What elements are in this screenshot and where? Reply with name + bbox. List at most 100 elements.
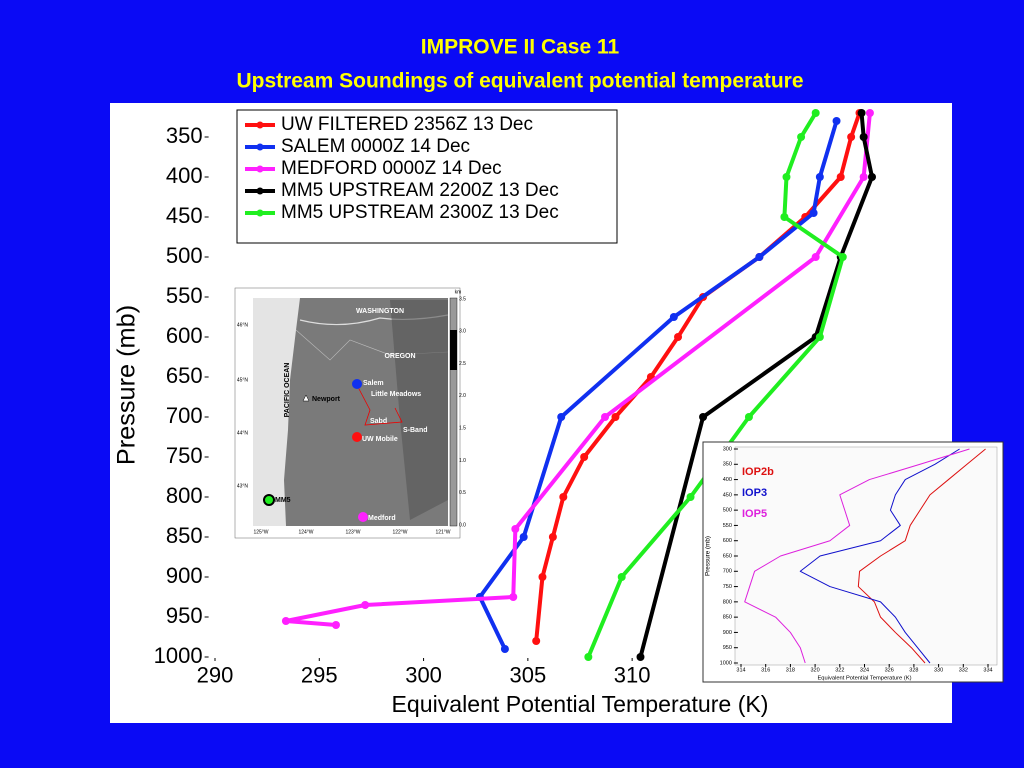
series-marker (838, 253, 847, 261)
x-tick-label: 324 (860, 668, 869, 674)
series-marker (584, 653, 593, 661)
lon-label: 123°W (345, 529, 360, 535)
legend-label: IOP2b (742, 466, 774, 478)
site-marker (358, 512, 368, 522)
x-tick-label: 316 (761, 668, 770, 674)
x-tick-label: 300 (405, 662, 442, 687)
series-marker (611, 413, 620, 421)
site-label: Newport (312, 396, 341, 403)
y-axis-label: Pressure (mb) (705, 536, 712, 576)
series-marker (686, 493, 695, 501)
x-tick-label: 318 (786, 668, 795, 674)
site-label: Sabd (370, 418, 387, 425)
colorbar-label: 0.0 (459, 522, 466, 528)
series-marker (809, 209, 818, 217)
x-axis-label: Equivalent Potential Temperature (K) (817, 676, 911, 682)
series-marker (782, 173, 791, 181)
legend-label: SALEM 0000Z 14 Dec (281, 136, 470, 157)
lon-label: 125°W (253, 529, 268, 535)
y-tick-label: 900 (723, 630, 732, 636)
legend-label: IOP3 (742, 487, 767, 499)
x-tick-label: 328 (909, 668, 918, 674)
series-marker (601, 413, 610, 421)
series-marker (361, 601, 370, 609)
y-tick-label: 1000 (154, 643, 203, 668)
series-marker (832, 117, 841, 125)
lat-label: 46°N (237, 322, 249, 328)
series-marker (532, 637, 541, 645)
lon-label: 124°W (298, 529, 313, 535)
y-tick-label: 450 (723, 492, 732, 498)
lat-label: 45°N (237, 377, 249, 383)
series-marker (281, 617, 290, 625)
slide-title: IMPROVE II Case 11 (421, 36, 620, 59)
legend-label: MEDFORD 0000Z 14 Dec (281, 158, 502, 179)
y-tick-label: 500 (723, 508, 732, 514)
series-marker (780, 213, 789, 221)
series-marker (865, 109, 874, 117)
lat-label: 44°N (237, 430, 249, 436)
site-label: Medford (368, 515, 396, 522)
series-marker (859, 173, 868, 181)
series-line (586, 111, 845, 658)
y-tick-label: 550 (723, 523, 732, 529)
site-marker (263, 494, 275, 506)
series-marker (847, 133, 856, 141)
colorbar-label: 0.5 (459, 490, 466, 496)
site-label: MM5 (275, 497, 291, 504)
series-marker (815, 173, 824, 181)
slide-subtitle: Upstream Soundings of equivalent potenti… (236, 70, 803, 93)
site-label: S-Band (403, 427, 428, 434)
y-tick-label: 400 (723, 477, 732, 483)
x-tick-label: 322 (835, 668, 844, 674)
y-tick-label: 600 (166, 323, 203, 348)
y-tick-label: 750 (166, 443, 203, 468)
legend-label: MM5 UPSTREAM 2200Z 13 Dec (281, 180, 559, 201)
series-marker (331, 621, 340, 629)
lat-label: 43°N (237, 483, 249, 489)
site-marker (302, 394, 310, 402)
series-marker (511, 525, 520, 533)
colorbar-label: 3.5 (459, 296, 466, 302)
series-marker (744, 413, 753, 421)
series-marker (859, 133, 868, 141)
x-tick-label: 310 (614, 662, 651, 687)
main-chart: 350 400 450 500 550 600 650 700 750 800 850 900 950 1… (113, 109, 963, 717)
y-tick-label: 800 (723, 599, 732, 605)
series-marker (538, 573, 547, 581)
x-tick-label: 326 (885, 668, 894, 674)
legend-swatch (256, 121, 264, 129)
site-marker (352, 432, 362, 442)
site-marker (352, 379, 362, 389)
map-ocean (253, 298, 300, 526)
series-line (534, 112, 862, 642)
y-tick-label: 700 (723, 569, 732, 575)
x-tick-label: 320 (811, 668, 820, 674)
x-tick-label: 334 (983, 668, 992, 674)
y-tick-label: 1000 (720, 660, 732, 666)
map-region: WASHINGTON (356, 308, 404, 315)
y-tick-label: 350 (723, 462, 732, 468)
y-tick-label: 800 (166, 483, 203, 508)
series-marker (815, 333, 824, 341)
legend-swatch (256, 143, 264, 151)
y-tick-label: 650 (166, 363, 203, 388)
colorbar-label: 2.5 (459, 361, 466, 367)
y-tick-label: 850 (166, 523, 203, 548)
y-tick-label: 400 (166, 163, 203, 188)
lon-label: 122°W (392, 529, 407, 535)
site-label: Little Meadows (371, 391, 421, 398)
colorbar-labels: 3.5 3.0 2.5 2.0 1.5 1.0 0.5 0.0 (459, 296, 466, 528)
x-tick-label: 290 (197, 662, 234, 687)
series-marker (636, 653, 645, 661)
series-marker (617, 573, 626, 581)
y-tick-label: 450 (166, 203, 203, 228)
series-marker (557, 413, 566, 421)
y-tick-label: 350 (166, 123, 203, 148)
colorbar-label: 2.0 (459, 393, 466, 399)
y-tick-label: 700 (166, 403, 203, 428)
y-tick-label: 850 (723, 615, 732, 621)
inset-plot-area (734, 446, 998, 666)
inset-map: WASHINGTON OREGON PACIFIC OCEAN Newport … (234, 287, 466, 539)
